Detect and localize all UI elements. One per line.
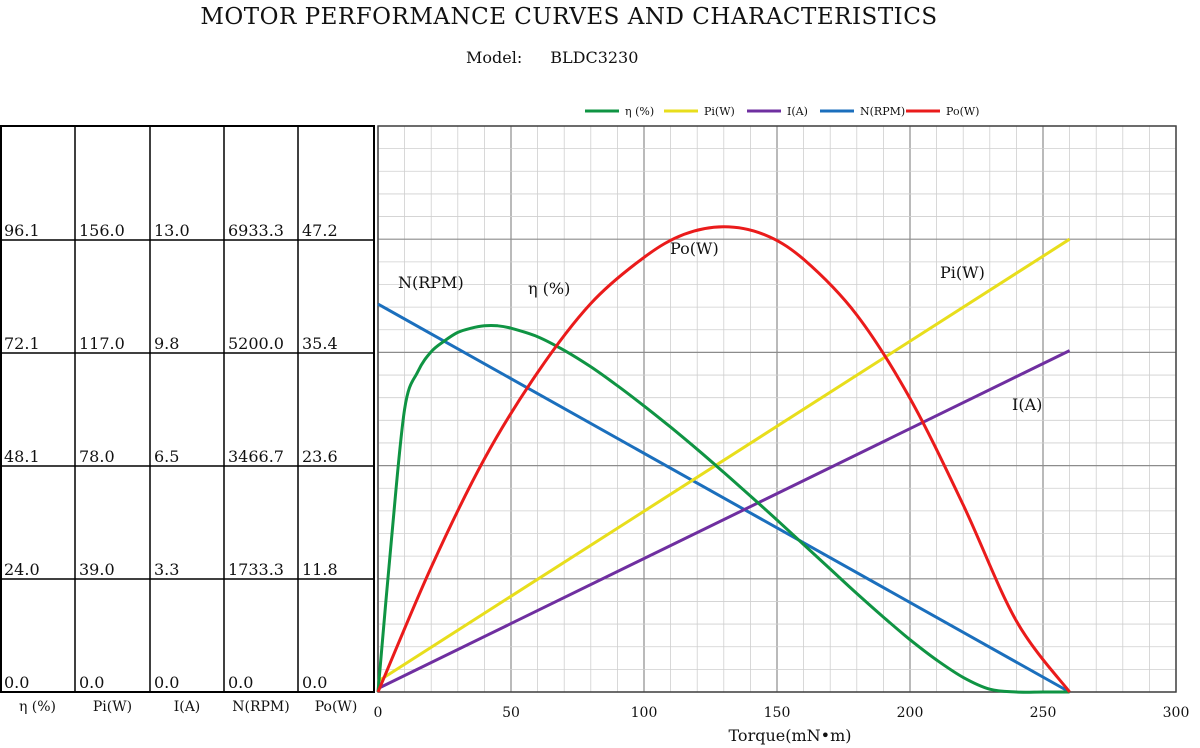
value-table-cell: 0.0 (302, 673, 327, 692)
series-line-po-w (376, 225, 1071, 693)
legend-label-i-a: I(A) (787, 105, 808, 118)
value-table-cell: 3.3 (154, 560, 179, 579)
value-table-cell: 6933.3 (228, 221, 284, 240)
value-table: 96.1 156.0 13.0 6933.3 47.2 72.1 117.0 9.8 5200.… (0, 125, 375, 715)
curve-label-eta: η (%) (528, 279, 570, 298)
x-tick-label: 0 (374, 705, 383, 721)
series-line-i-a (377, 349, 1071, 690)
chart-legend: η (%) Pi(W) I(A) N(RPM) Po(W) (585, 105, 979, 118)
value-table-cell: 0.0 (4, 673, 29, 692)
value-table-cell: 0.0 (228, 673, 253, 692)
value-table-cell: 3466.7 (228, 447, 284, 466)
value-table-cell: 39.0 (79, 560, 115, 579)
legend-label-pi-w: Pi(W) (704, 105, 735, 118)
value-table-cell: 0.0 (79, 673, 104, 692)
x-tick-label: 100 (631, 705, 658, 721)
value-table-cell: 1733.3 (228, 560, 284, 579)
value-table-cell: 24.0 (4, 560, 40, 579)
curve-label-i-a: I(A) (1012, 395, 1042, 414)
chart-subtitle: Model: BLDC3230 (466, 48, 638, 67)
value-table-cell: 117.0 (79, 334, 125, 353)
value-table-cell: 156.0 (79, 221, 125, 240)
value-table-cell: 72.1 (4, 334, 40, 353)
value-table-cell: 13.0 (154, 221, 190, 240)
x-tick-label: 50 (502, 705, 520, 721)
series-line-pi-w (377, 237, 1071, 683)
legend-label-po-w: Po(W) (946, 105, 979, 118)
x-axis: 0 50 100 150 200 250 300 Torque(mN•m) (374, 705, 1190, 745)
curve-label-pi-w: Pi(W) (940, 263, 985, 282)
value-table-cell: 78.0 (79, 447, 115, 466)
plot-frame (377, 125, 1177, 693)
legend-label-n-rpm: N(RPM) (860, 105, 905, 118)
value-table-cell: 23.6 (302, 447, 338, 466)
x-tick-label: 300 (1163, 705, 1190, 721)
value-table-cell: 0.0 (154, 673, 179, 692)
value-table-header: N(RPM) (232, 699, 289, 715)
value-table-cell: 48.1 (4, 447, 40, 466)
value-table-cell: 35.4 (302, 334, 338, 353)
value-table-header: I(A) (174, 699, 201, 715)
x-tick-label: 250 (1030, 705, 1057, 721)
x-tick-label: 150 (764, 705, 791, 721)
legend-label-eta: η (%) (625, 105, 654, 118)
chart-title: MOTOR PERFORMANCE CURVES AND CHARACTERIS… (200, 4, 938, 30)
series-line-eta (376, 324, 1070, 694)
curve-label-po-w: Po(W) (670, 239, 719, 258)
curve-labels: η (%) Pi(W) I(A) N(RPM) Po(W) (398, 239, 1042, 414)
x-axis-label: Torque(mN•m) (729, 726, 852, 745)
series-line-n-rpm (377, 302, 1071, 694)
curve-label-n-rpm: N(RPM) (398, 273, 464, 292)
x-tick-label: 200 (897, 705, 924, 721)
chart-grid (377, 125, 1177, 693)
value-table-cell: 11.8 (302, 560, 338, 579)
value-table-header: η (%) (19, 699, 56, 715)
value-table-cell: 47.2 (302, 221, 338, 240)
value-table-frame (0, 125, 375, 693)
value-table-header: Pi(W) (93, 699, 132, 715)
value-table-cell: 5200.0 (228, 334, 284, 353)
value-table-header: Po(W) (315, 699, 358, 715)
chart-series (376, 225, 1071, 694)
model-value: BLDC3230 (550, 48, 639, 67)
value-table-cell: 9.8 (154, 334, 179, 353)
value-table-cell: 96.1 (4, 221, 40, 240)
value-table-cell: 6.5 (154, 447, 179, 466)
model-label: Model: (466, 48, 523, 67)
